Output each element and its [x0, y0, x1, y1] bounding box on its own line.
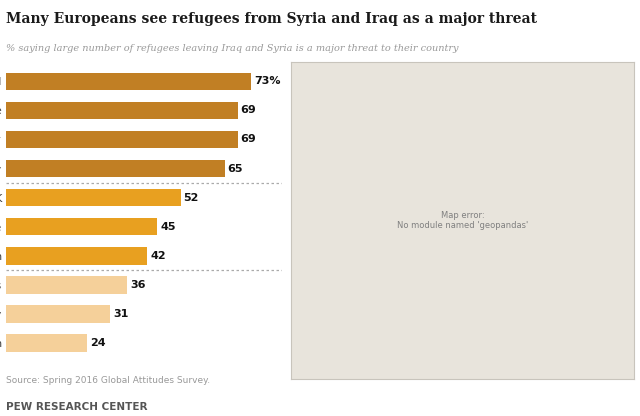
Text: Source: Spring 2016 Global Attitudes Survey.: Source: Spring 2016 Global Attitudes Sur…: [6, 376, 211, 385]
Bar: [6, 218, 157, 235]
Bar: [6, 334, 87, 352]
Text: 65: 65: [227, 163, 243, 173]
Text: 69: 69: [241, 105, 257, 115]
Bar: [6, 102, 238, 119]
Text: Map error:
No module named 'geopandas': Map error: No module named 'geopandas': [397, 211, 528, 230]
Text: 31: 31: [113, 309, 129, 319]
Bar: [6, 160, 225, 177]
Bar: [6, 189, 181, 206]
Text: 52: 52: [184, 193, 199, 203]
Text: % saying large number of refugees leaving Iraq and Syria is a major threat to th: % saying large number of refugees leavin…: [6, 44, 459, 53]
Text: 45: 45: [160, 222, 175, 232]
Text: 69: 69: [241, 134, 257, 144]
Bar: [6, 72, 252, 90]
Bar: [6, 247, 147, 265]
Bar: [6, 305, 111, 323]
Text: 36: 36: [130, 280, 145, 290]
Text: 73%: 73%: [254, 76, 280, 86]
Text: Many Europeans see refugees from Syria and Iraq as a major threat: Many Europeans see refugees from Syria a…: [6, 12, 538, 27]
Text: 24: 24: [90, 338, 105, 348]
Text: PEW RESEARCH CENTER: PEW RESEARCH CENTER: [6, 402, 148, 412]
Bar: [6, 131, 238, 148]
Bar: [6, 276, 127, 294]
Text: 42: 42: [150, 251, 166, 261]
